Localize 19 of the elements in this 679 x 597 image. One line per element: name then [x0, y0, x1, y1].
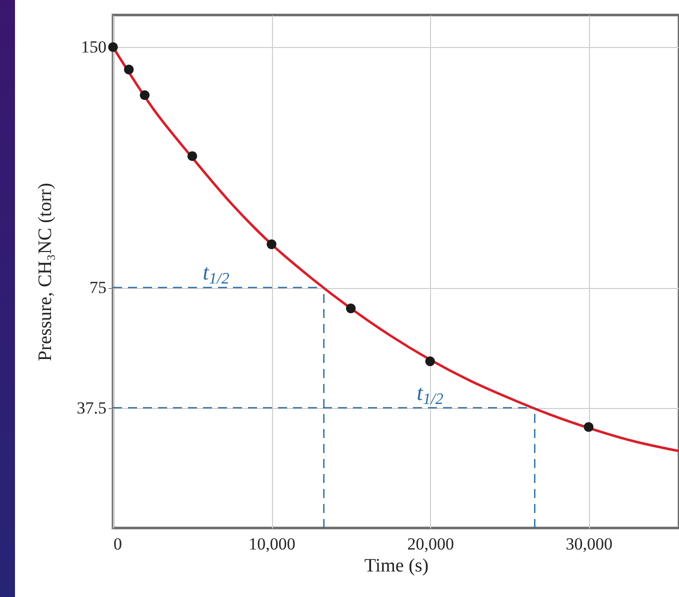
x-axis-title: Time (s)	[364, 556, 429, 576]
point	[108, 42, 118, 52]
x-tick-label: 30,000	[566, 534, 613, 554]
y-tick-label: 75	[90, 278, 106, 298]
x-tick-label: 10,000	[248, 534, 296, 554]
x-tick-label: 0	[114, 534, 122, 554]
y-axis-title: Pressure, CH₃NC (torr)	[34, 182, 56, 362]
y-tick-label: 150	[81, 38, 106, 57]
x-tick-label: 20,000	[407, 534, 454, 554]
point	[425, 356, 435, 366]
point	[140, 90, 150, 100]
annotation: t$_{1/2}$	[416, 380, 444, 408]
point	[266, 239, 276, 250]
y-tick-label: 37.5	[76, 398, 106, 418]
point	[346, 304, 356, 314]
point	[187, 151, 198, 161]
point	[124, 64, 134, 74]
annotation: t$_{1/2}$	[202, 260, 230, 288]
point	[584, 422, 594, 432]
